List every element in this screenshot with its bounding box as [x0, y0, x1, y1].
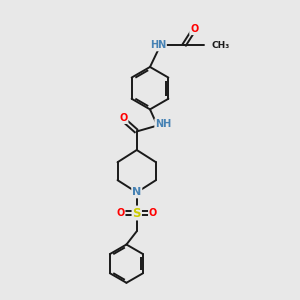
Text: CH₃: CH₃: [212, 41, 230, 50]
Text: HN: HN: [150, 40, 166, 50]
Text: O: O: [116, 208, 125, 218]
Text: O: O: [149, 208, 157, 218]
Text: O: O: [190, 24, 198, 34]
Text: S: S: [133, 206, 141, 220]
Text: O: O: [119, 113, 128, 123]
Text: N: N: [132, 188, 141, 197]
Text: NH: NH: [155, 119, 171, 129]
